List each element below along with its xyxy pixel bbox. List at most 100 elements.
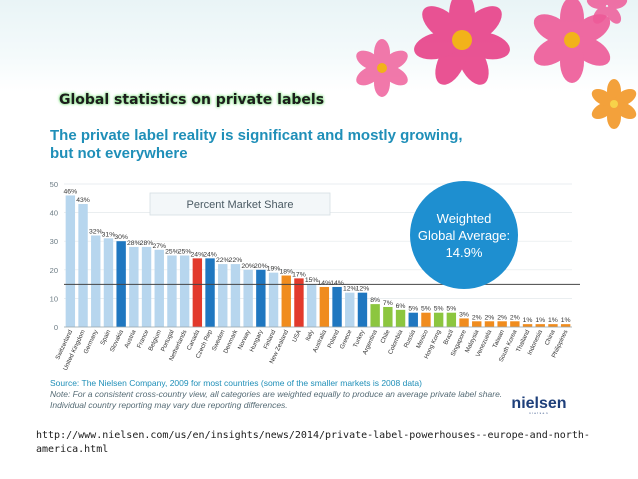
callout-line-2: Global Average: [418,228,510,243]
bar-value-label: 14% [318,280,332,287]
bar-value-label: 28% [140,240,154,247]
bar [268,272,279,327]
bar [141,246,152,327]
bar [484,321,495,327]
bar [319,286,330,327]
bar [129,246,139,327]
chart-title: Percent Market Share [187,199,294,211]
bar-value-label: 25% [178,249,192,256]
bar-value-label: 12% [356,286,370,293]
bar [179,255,190,327]
category-label: Brazil [442,329,455,346]
bar-value-label: 30% [114,234,128,241]
bar-value-label: 28% [127,240,141,247]
bar [357,292,368,327]
chart-headline: The private label reality is significant… [50,127,463,162]
decorative-flowers [356,0,637,129]
bar-value-label: 22% [216,257,230,264]
bar [510,321,520,327]
category-label: China [544,328,557,346]
bar [230,264,241,327]
bar [256,269,266,327]
note-text: Note: For a consistent cross-country vie… [50,389,503,410]
y-tick-label: 40 [50,209,58,218]
bar-value-label: 15% [305,277,319,284]
bar-value-label: 3% [459,311,469,318]
reference-line [64,283,580,328]
category-label: Spain [99,328,112,346]
chart-source: Source: The Nielsen Company, 2009 for mo… [50,378,510,411]
y-tick-label: 10 [50,294,58,303]
flower-large-icon [414,0,510,85]
bar [205,258,215,327]
bar-value-label: 22% [229,257,243,264]
bar [370,304,380,327]
bar [306,284,317,327]
category-label: Italy [304,328,316,342]
category-label: Greece [339,328,354,350]
bar-value-label: 5% [421,306,431,313]
y-tick-label: 0 [54,323,58,332]
bar-value-label: 43% [76,197,90,204]
bar [472,321,482,327]
callout-line-1: Weighted [437,211,492,226]
bar [433,312,444,327]
bar [395,309,406,327]
callout-line-3: 14.9% [446,245,483,260]
y-tick-label: 20 [50,266,58,275]
weighted-average-callout: Weighted Global Average: 14.9% [410,181,518,289]
bar-value-label: 1% [535,317,545,324]
bar-value-label: 25% [165,249,179,256]
bar-value-label: 20% [241,263,255,270]
bar [192,258,203,327]
nielsen-logo-tagline: nielsen [529,411,549,415]
bar [548,324,558,327]
bar-value-label: 32% [89,228,103,235]
bar [91,235,101,327]
bar [167,255,177,327]
bar [446,312,457,327]
bar [497,321,507,327]
bar-value-label: 5% [446,306,456,313]
flower-orange-icon [591,79,637,129]
source-text: Source: The Nielsen Company, 2009 for mo… [50,378,422,388]
bar-value-label: 1% [548,317,558,324]
bar-value-label: 1% [561,317,571,324]
flower-top-icon [586,0,628,24]
nielsen-logo: nielsen nielsen [511,395,566,415]
y-tick-label: 30 [50,237,58,246]
y-tick-label: 50 [50,180,58,189]
flower-small-icon [356,39,408,97]
source-url: http://www.nielsen.com/us/en/insights/ne… [36,430,590,455]
bar-value-label: 14% [330,280,344,287]
bar-value-label: 8% [370,297,380,304]
bar [103,238,114,327]
slide-title: Global statistics on private labels [59,92,325,108]
bar-value-label: 17% [292,271,306,278]
bar-value-label: 1% [523,317,533,324]
category-label: Chile [379,328,392,344]
bar [281,275,291,327]
bar [421,312,431,327]
bar-value-label: 5% [408,306,418,313]
nielsen-logo-text: nielsen [511,395,566,412]
bar [294,278,304,327]
bar [408,312,418,327]
bar-value-label: 12% [343,286,357,293]
bar-value-label: 6% [396,303,406,310]
bar [65,195,76,327]
bar [535,324,545,327]
callout-circle [410,181,518,289]
value-labels: 46%43%32% 31% 30%28% 28% 27%25% 25% 24% 24%22% 2… [64,188,571,324]
bar-value-label: 2% [472,314,482,321]
slide-background-band [0,0,638,92]
bar-value-label: 24% [191,251,205,258]
y-axis: 0 10 20 30 40 50 [50,180,58,332]
bar-value-label: 18% [279,269,293,276]
bar-value-label: 2% [510,314,520,321]
bar [218,264,228,327]
bar-value-label: 19% [267,266,281,273]
bar-value-label: 5% [434,306,444,313]
